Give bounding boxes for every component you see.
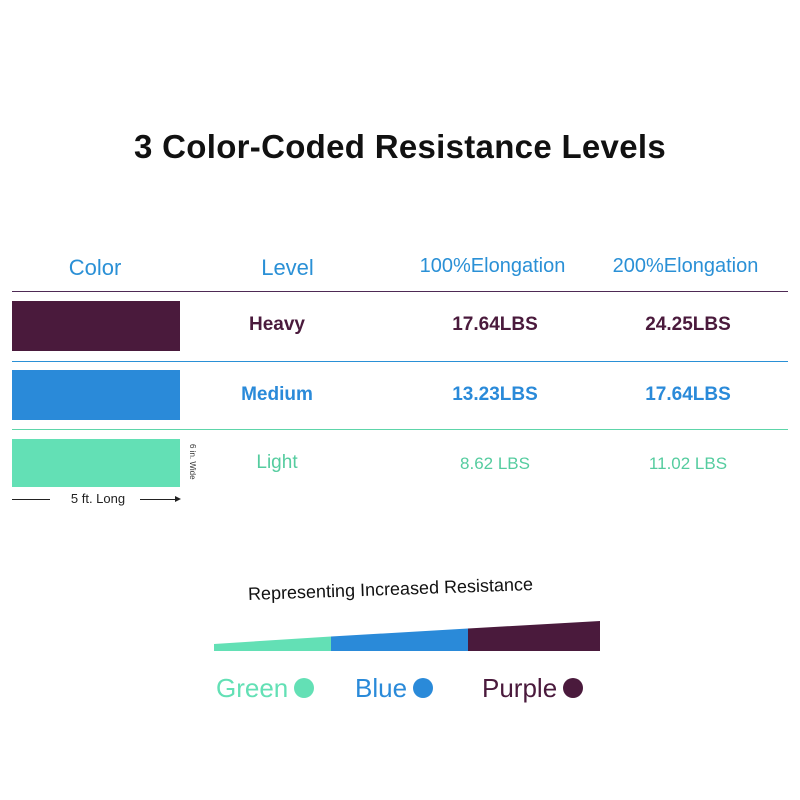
legend-purple-dot-icon <box>563 678 584 698</box>
swatch-heavy <box>12 301 180 351</box>
length-dimension-label: 5 ft. Long <box>70 491 126 506</box>
wedge-green <box>214 636 331 651</box>
legend-blue: Blue <box>355 672 434 704</box>
value-heavy-200: 24.25LBS <box>645 314 731 335</box>
length-arrow-right <box>140 499 178 500</box>
value-light-100: 8.62 LBS <box>460 454 530 473</box>
value-heavy-100: 17.64LBS <box>452 314 538 335</box>
divider-medium <box>12 361 788 362</box>
legend-green: Green <box>216 672 315 704</box>
arrowhead-icon <box>175 496 181 502</box>
level-medium: Medium <box>241 384 313 405</box>
header-elongation-200: 200%Elongation <box>612 255 759 277</box>
legend-green-dot-icon <box>294 678 315 698</box>
page-title: 3 Color-Coded Resistance Levels <box>134 128 666 165</box>
legend-purple-label: Purple <box>482 672 558 703</box>
divider-light <box>12 429 788 430</box>
header-elongation-100: 100%Elongation <box>419 255 566 277</box>
value-medium-200: 17.64LBS <box>645 384 731 405</box>
resistance-title: Representing Increased Resistance <box>247 574 534 604</box>
length-dimension: 5 ft. Long <box>12 491 182 507</box>
wedge-purple <box>468 621 600 651</box>
legend-blue-label: Blue <box>355 672 408 703</box>
swatch-light <box>12 439 180 487</box>
legend-green-label: Green <box>216 672 289 703</box>
legend-purple: Purple <box>482 672 584 704</box>
value-light-200: 11.02 LBS <box>648 454 728 473</box>
swatch-medium <box>12 370 180 420</box>
resistance-wedge <box>214 621 600 651</box>
width-dimension-label: 6 in. Wide <box>188 444 197 480</box>
legend-blue-dot-icon <box>413 678 434 698</box>
header-color: Color <box>68 255 122 280</box>
divider-heavy <box>12 291 788 292</box>
level-light: Light <box>256 452 298 473</box>
header-level: Level <box>261 255 314 280</box>
level-heavy: Heavy <box>249 314 305 335</box>
value-medium-100: 13.23LBS <box>452 384 538 405</box>
wedge-blue <box>331 628 468 651</box>
length-arrow-left <box>12 499 50 500</box>
